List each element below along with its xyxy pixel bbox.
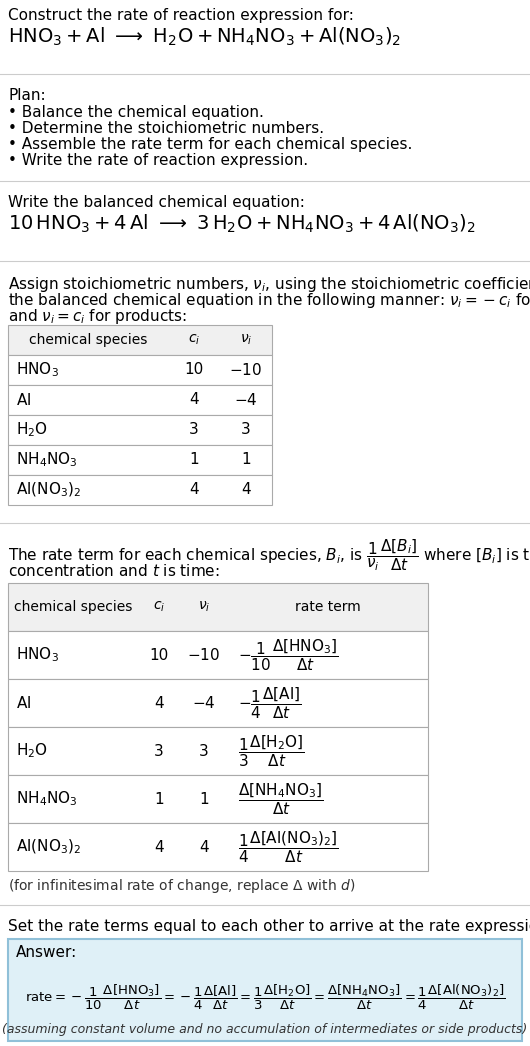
Text: 1: 1	[154, 792, 164, 806]
Text: $\dfrac{1}{3}\dfrac{\Delta[\mathrm{H_2O}]}{\Delta t}$: $\dfrac{1}{3}\dfrac{\Delta[\mathrm{H_2O}…	[238, 733, 305, 769]
Text: (assuming constant volume and no accumulation of intermediates or side products): (assuming constant volume and no accumul…	[2, 1023, 528, 1036]
Text: • Write the rate of reaction expression.: • Write the rate of reaction expression.	[8, 153, 308, 168]
Text: $-10$: $-10$	[229, 362, 262, 378]
Text: 3: 3	[189, 423, 199, 437]
Text: $\mathrm{H_2O}$: $\mathrm{H_2O}$	[16, 742, 48, 760]
Text: $-4$: $-4$	[192, 695, 216, 711]
Bar	[8, 727, 428, 775]
Text: Answer:: Answer:	[16, 945, 77, 960]
Text: $-10$: $-10$	[188, 647, 220, 663]
Text: Assign stoichiometric numbers, $\nu_i$, using the stoichiometric coefficients, $: Assign stoichiometric numbers, $\nu_i$, …	[8, 275, 530, 294]
Text: 4: 4	[241, 482, 251, 498]
Text: 3: 3	[199, 744, 209, 758]
Text: $\mathrm{HNO_3 + Al \ \longrightarrow \ H_2O + NH_4NO_3 + Al(NO_3)_2}$: $\mathrm{HNO_3 + Al \ \longrightarrow \ …	[8, 26, 401, 48]
Text: rate term: rate term	[295, 600, 361, 614]
Text: $\mathrm{HNO_3}$: $\mathrm{HNO_3}$	[16, 361, 59, 380]
Text: $\mathrm{Al}$: $\mathrm{Al}$	[16, 695, 31, 711]
Text: $\mathrm{H_2O}$: $\mathrm{H_2O}$	[16, 420, 48, 439]
Text: 4: 4	[199, 840, 209, 855]
Text: 4: 4	[154, 696, 164, 710]
Text: the balanced chemical equation in the following manner: $\nu_i = -c_i$ for react: the balanced chemical equation in the fo…	[8, 291, 530, 310]
Bar	[8, 583, 428, 631]
Text: $\nu_i$: $\nu_i$	[240, 333, 252, 347]
Text: 4: 4	[189, 392, 199, 408]
Text: $c_i$: $c_i$	[188, 333, 200, 347]
Bar	[8, 475, 272, 505]
Text: $\mathrm{NH_4NO_3}$: $\mathrm{NH_4NO_3}$	[16, 451, 78, 470]
Text: $-4$: $-4$	[234, 392, 258, 408]
Text: $\mathrm{Al(NO_3)_2}$: $\mathrm{Al(NO_3)_2}$	[16, 838, 81, 857]
Text: 1: 1	[199, 792, 209, 806]
Bar	[8, 445, 272, 475]
Bar	[8, 415, 272, 445]
Text: 10: 10	[149, 647, 169, 662]
Bar	[8, 939, 522, 1041]
Text: concentration and $t$ is time:: concentration and $t$ is time:	[8, 563, 220, 579]
Text: $\dfrac{1}{4}\dfrac{\Delta[\mathrm{Al(NO_3)_2}]}{\Delta t}$: $\dfrac{1}{4}\dfrac{\Delta[\mathrm{Al(NO…	[238, 829, 339, 865]
Text: (for infinitesimal rate of change, replace $\Delta$ with $d$): (for infinitesimal rate of change, repla…	[8, 877, 355, 895]
Text: • Assemble the rate term for each chemical species.: • Assemble the rate term for each chemic…	[8, 137, 412, 152]
Text: 1: 1	[241, 453, 251, 468]
Text: • Determine the stoichiometric numbers.: • Determine the stoichiometric numbers.	[8, 121, 324, 136]
Text: chemical species: chemical species	[14, 600, 132, 614]
Text: $\mathrm{10\,HNO_3 + 4\,Al \ \longrightarrow \ 3\,H_2O + NH_4NO_3 + 4\,Al(NO_3)_: $\mathrm{10\,HNO_3 + 4\,Al \ \longrighta…	[8, 213, 476, 235]
Text: 4: 4	[189, 482, 199, 498]
Text: $\nu_i$: $\nu_i$	[198, 599, 210, 614]
Text: $\mathrm{rate} = -\dfrac{1}{10}\dfrac{\Delta[\mathrm{HNO_3}]}{\Delta t} = -\dfra: $\mathrm{rate} = -\dfrac{1}{10}\dfrac{\D…	[25, 982, 505, 1011]
Text: $\mathrm{NH_4NO_3}$: $\mathrm{NH_4NO_3}$	[16, 790, 78, 809]
Text: The rate term for each chemical species, $B_i$, is $\dfrac{1}{\nu_i}$$\dfrac{\De: The rate term for each chemical species,…	[8, 537, 530, 573]
Bar	[8, 385, 272, 415]
Text: Set the rate terms equal to each other to arrive at the rate expression:: Set the rate terms equal to each other t…	[8, 919, 530, 934]
Text: $-\dfrac{1}{10}\dfrac{\Delta[\mathrm{HNO_3}]}{\Delta t}$: $-\dfrac{1}{10}\dfrac{\Delta[\mathrm{HNO…	[238, 637, 339, 673]
Bar	[8, 775, 428, 823]
Bar	[8, 631, 428, 679]
Text: $\mathrm{Al(NO_3)_2}$: $\mathrm{Al(NO_3)_2}$	[16, 481, 81, 499]
Text: Write the balanced chemical equation:: Write the balanced chemical equation:	[8, 195, 305, 210]
Text: 3: 3	[154, 744, 164, 758]
Text: 1: 1	[189, 453, 199, 468]
Text: 10: 10	[184, 363, 204, 378]
Text: $\mathrm{HNO_3}$: $\mathrm{HNO_3}$	[16, 645, 59, 664]
Text: 4: 4	[154, 840, 164, 855]
Bar	[8, 325, 272, 355]
Bar	[8, 679, 428, 727]
Text: $c_i$: $c_i$	[153, 599, 165, 614]
Text: 3: 3	[241, 423, 251, 437]
Text: and $\nu_i = c_i$ for products:: and $\nu_i = c_i$ for products:	[8, 306, 187, 326]
Text: $\mathrm{Al}$: $\mathrm{Al}$	[16, 392, 31, 408]
Bar	[8, 823, 428, 871]
Text: chemical species: chemical species	[29, 333, 147, 347]
Text: Construct the rate of reaction expression for:: Construct the rate of reaction expressio…	[8, 8, 354, 23]
Text: Plan:: Plan:	[8, 88, 46, 103]
Bar	[8, 355, 272, 385]
Text: $-\dfrac{1}{4}\dfrac{\Delta[\mathrm{Al}]}{\Delta t}$: $-\dfrac{1}{4}\dfrac{\Delta[\mathrm{Al}]…	[238, 685, 302, 721]
Text: • Balance the chemical equation.: • Balance the chemical equation.	[8, 105, 264, 120]
Text: $\dfrac{\Delta[\mathrm{NH_4NO_3}]}{\Delta t}$: $\dfrac{\Delta[\mathrm{NH_4NO_3}]}{\Delt…	[238, 781, 323, 817]
